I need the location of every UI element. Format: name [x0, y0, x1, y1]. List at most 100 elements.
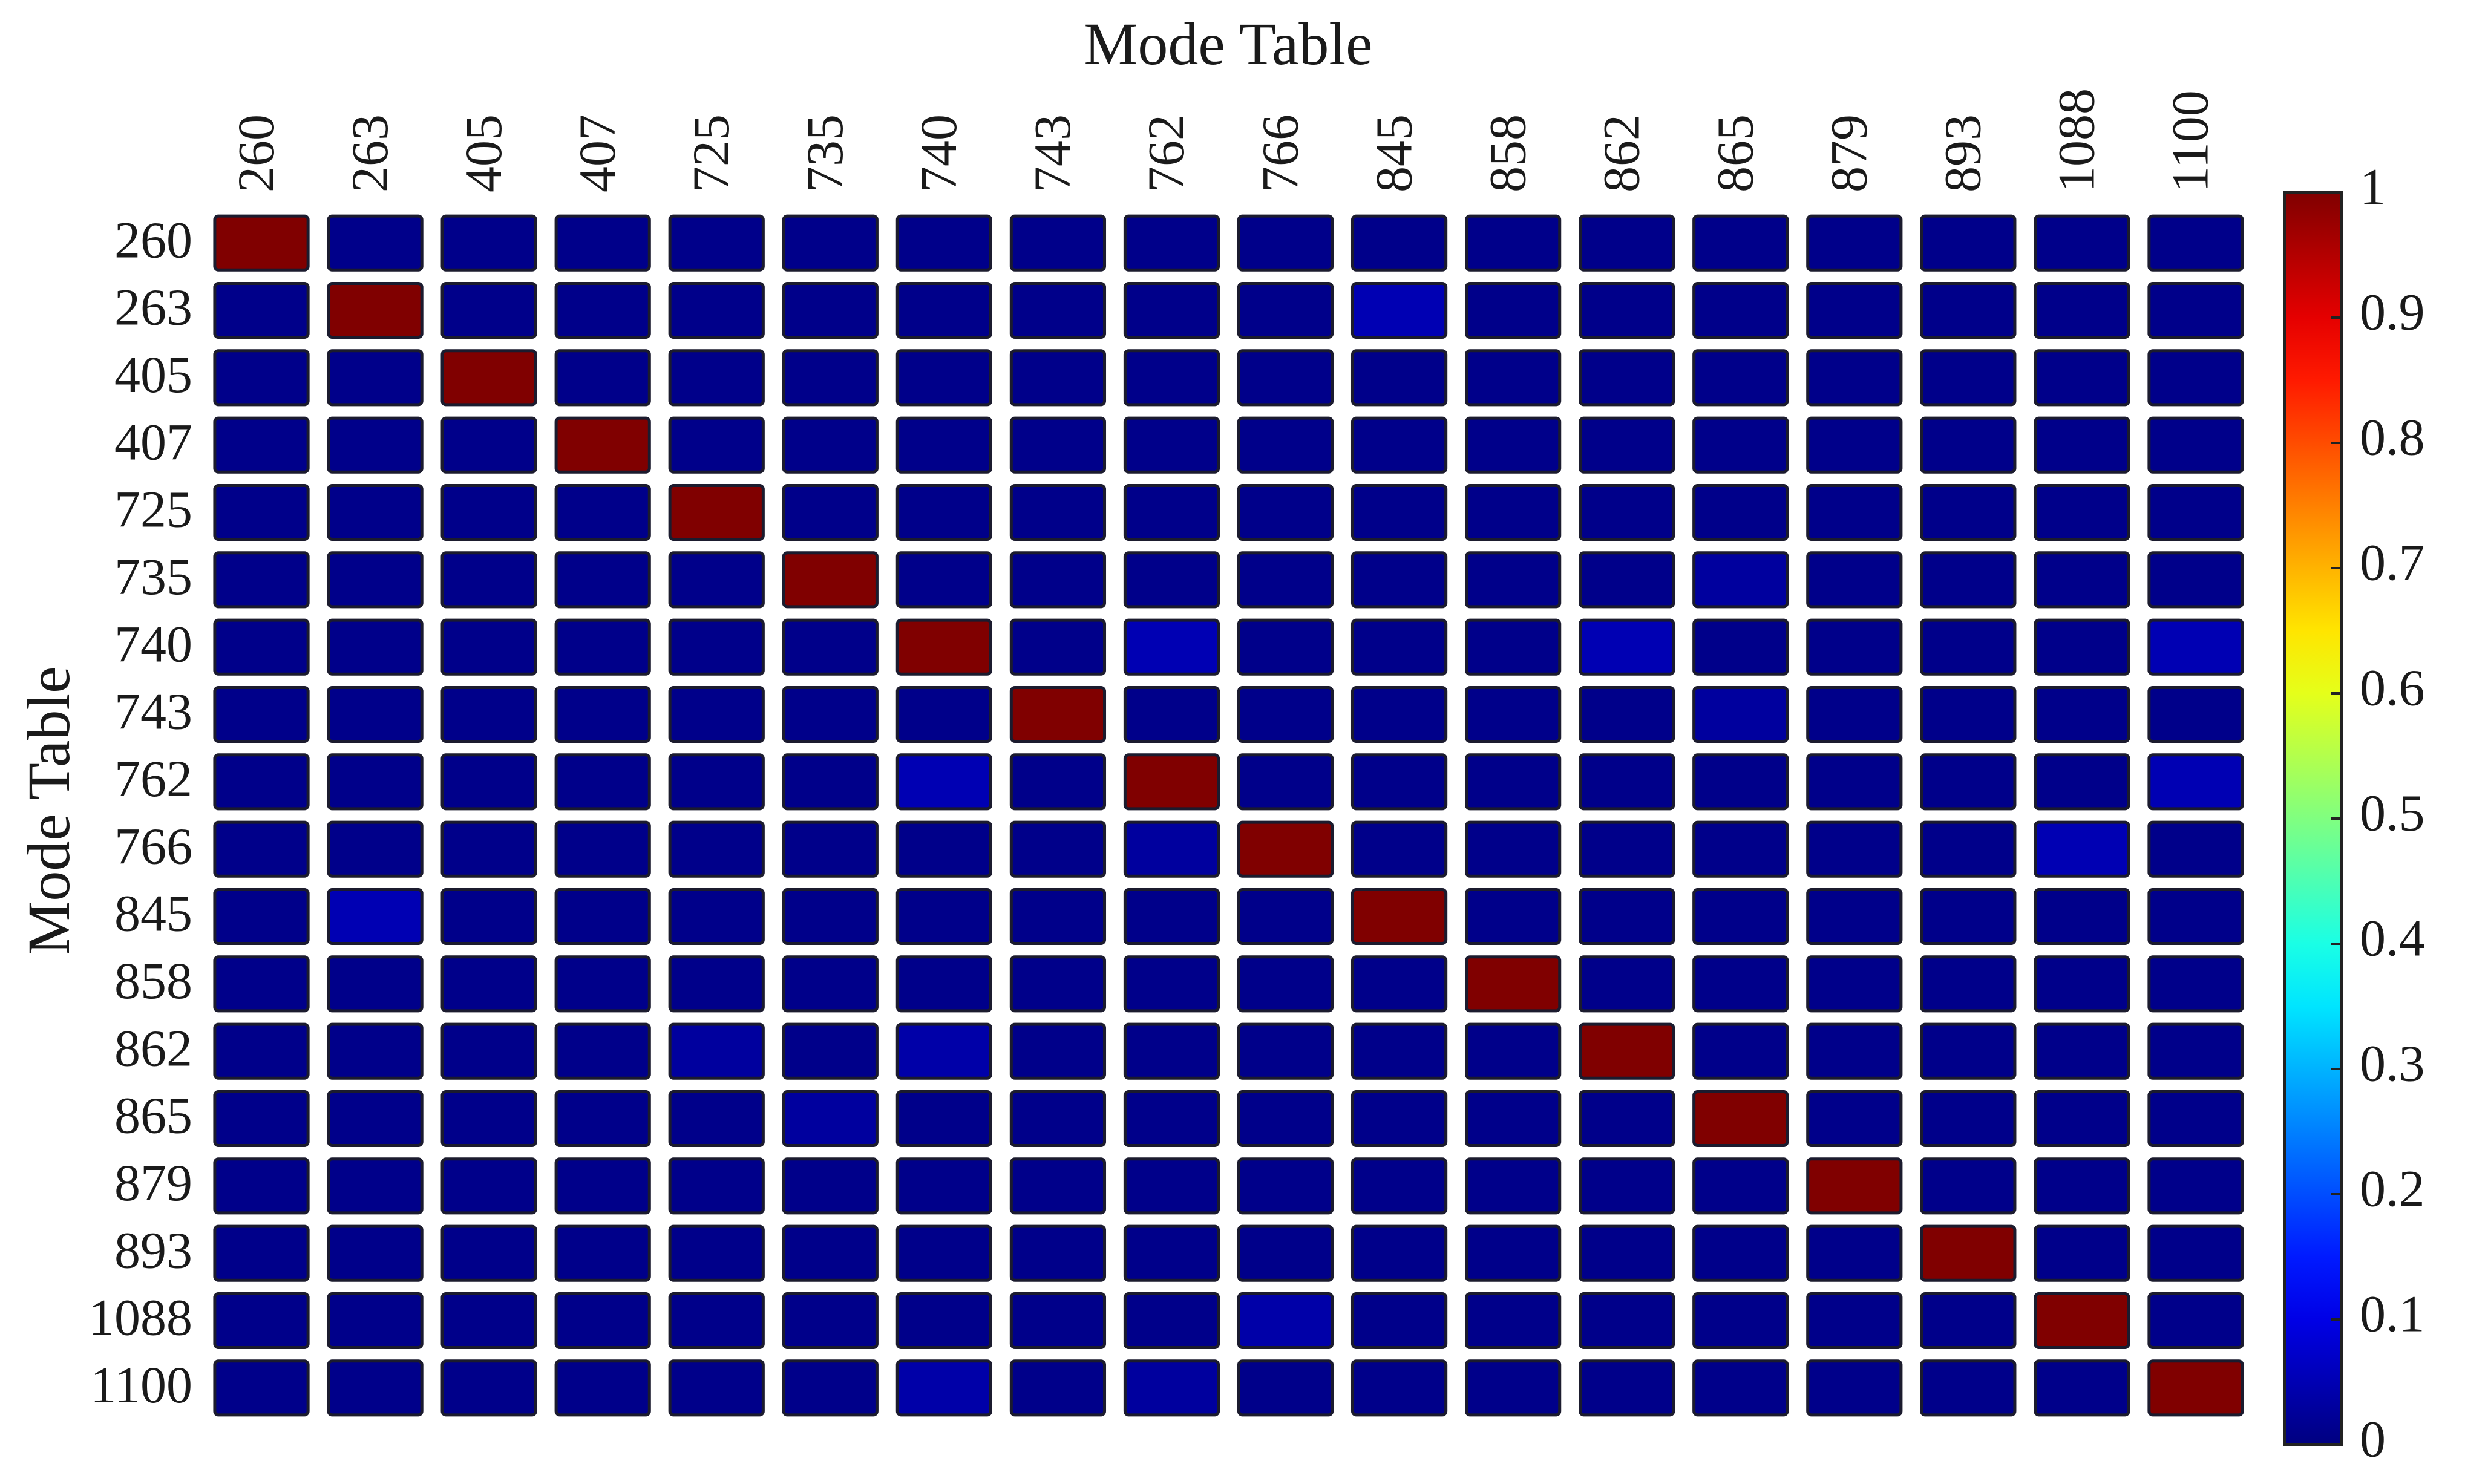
- heatmap-cell: [1920, 281, 2017, 339]
- heatmap-cell: [782, 483, 879, 541]
- heatmap-cell: [213, 483, 310, 541]
- heatmap-cell: [2034, 685, 2130, 744]
- x-tick-label: 260: [227, 114, 285, 192]
- heatmap-cell: [2147, 214, 2244, 272]
- x-tick-label: 865: [1706, 114, 1764, 192]
- heatmap-cell: [213, 1292, 310, 1350]
- heatmap-cell: [1692, 349, 1789, 407]
- heatmap-cell: [327, 753, 424, 811]
- heatmap-cell: [1920, 753, 2017, 811]
- heatmap-cell: [1123, 887, 1220, 946]
- heatmap-cell: [2034, 483, 2130, 541]
- heatmap-cell: [2147, 820, 2244, 878]
- heatmap-cell: [2034, 618, 2130, 676]
- heatmap-cell: [1579, 416, 1675, 474]
- heatmap-cell: [1237, 685, 1334, 744]
- heatmap-cell: [2147, 1090, 2244, 1148]
- heatmap-cell: [1123, 955, 1220, 1013]
- heatmap-cell: [327, 1090, 424, 1148]
- heatmap-cell: [1465, 281, 1562, 339]
- heatmap-cell: [1237, 887, 1334, 946]
- y-tick-label: 865: [114, 1087, 192, 1145]
- heatmap-cell: [1009, 1157, 1107, 1215]
- heatmap-cell: [2147, 887, 2244, 946]
- heatmap-cell: [1237, 1157, 1334, 1215]
- heatmap-cell: [1465, 1224, 1562, 1282]
- heatmap-cell: [1692, 1022, 1789, 1080]
- heatmap-cell: [1920, 1157, 2017, 1215]
- heatmap-cell: [1350, 887, 1448, 946]
- heatmap-cell: [1123, 349, 1220, 407]
- heatmap-cell: [213, 349, 310, 407]
- heatmap-cell: [1806, 820, 1903, 878]
- heatmap-cell: [2034, 1157, 2130, 1215]
- heatmap-cell: [895, 1292, 992, 1350]
- y-tick-label: 407: [114, 413, 192, 471]
- heatmap-cell: [1350, 349, 1448, 407]
- heatmap-cell: [895, 349, 992, 407]
- heatmap-cell: [1465, 1022, 1562, 1080]
- heatmap-cell: [2034, 955, 2130, 1013]
- heatmap-cell: [1692, 1359, 1789, 1417]
- heatmap-cell: [327, 887, 424, 946]
- heatmap-cell: [1123, 416, 1220, 474]
- heatmap-cell: [1123, 281, 1220, 339]
- x-tick-label: 740: [909, 114, 967, 192]
- heatmap-cell: [440, 820, 537, 878]
- heatmap-cell: [1692, 551, 1789, 609]
- heatmap-cell: [1692, 281, 1789, 339]
- heatmap-cell: [1465, 1292, 1562, 1350]
- heatmap-cell: [1465, 551, 1562, 609]
- heatmap-cell: [1350, 1157, 1448, 1215]
- colorbar-tick-label: 0.5: [2360, 784, 2425, 842]
- heatmap-cell: [440, 551, 537, 609]
- heatmap-cell: [1806, 1022, 1903, 1080]
- heatmap-cell: [327, 416, 424, 474]
- heatmap-cell: [440, 1224, 537, 1282]
- heatmap-cell: [1806, 685, 1903, 744]
- heatmap-cell: [782, 1022, 879, 1080]
- x-tick-label: 879: [1820, 114, 1878, 192]
- heatmap-cell: [440, 1022, 537, 1080]
- heatmap-cell: [327, 1224, 424, 1282]
- heatmap-cell: [1692, 1224, 1789, 1282]
- heatmap-cell: [668, 1224, 765, 1282]
- heatmap-cell: [1350, 281, 1448, 339]
- heatmap-cell: [1579, 349, 1675, 407]
- heatmap-cell: [1237, 955, 1334, 1013]
- heatmap-cell: [668, 1022, 765, 1080]
- heatmap-cell: [1009, 1090, 1107, 1148]
- heatmap-cell: [2034, 1224, 2130, 1282]
- heatmap-cell: [1237, 281, 1334, 339]
- heatmap-cell: [1920, 214, 2017, 272]
- heatmap-cell: [554, 1022, 651, 1080]
- heatmap-cell: [1123, 1292, 1220, 1350]
- colorbar-tick-label: 0.7: [2360, 534, 2425, 592]
- heatmap-cell: [1920, 1359, 2017, 1417]
- x-tick-label: 766: [1251, 114, 1309, 192]
- heatmap-cell: [1920, 820, 2017, 878]
- x-tick-label: 1088: [2048, 88, 2106, 192]
- heatmap-cell: [327, 618, 424, 676]
- heatmap-cell: [895, 281, 992, 339]
- heatmap-cell: [2147, 1224, 2244, 1282]
- heatmap-cell: [1350, 685, 1448, 744]
- x-tick-label: 735: [796, 114, 854, 192]
- heatmap-cell: [554, 214, 651, 272]
- heatmap-cell: [2034, 887, 2130, 946]
- heatmap-cell: [1465, 685, 1562, 744]
- heatmap-cell: [668, 753, 765, 811]
- heatmap-cell: [895, 1157, 992, 1215]
- heatmap-cell: [782, 1292, 879, 1350]
- heatmap-cell: [1579, 753, 1675, 811]
- heatmap-cell: [1123, 483, 1220, 541]
- heatmap-cell: [668, 685, 765, 744]
- heatmap-cell: [1350, 820, 1448, 878]
- colorbar-tick-label: 0.1: [2360, 1285, 2425, 1343]
- heatmap-cell: [554, 483, 651, 541]
- heatmap-cell: [2147, 281, 2244, 339]
- heatmap-cell: [668, 483, 765, 541]
- heatmap-cell: [1350, 214, 1448, 272]
- heatmap-cell: [440, 1292, 537, 1350]
